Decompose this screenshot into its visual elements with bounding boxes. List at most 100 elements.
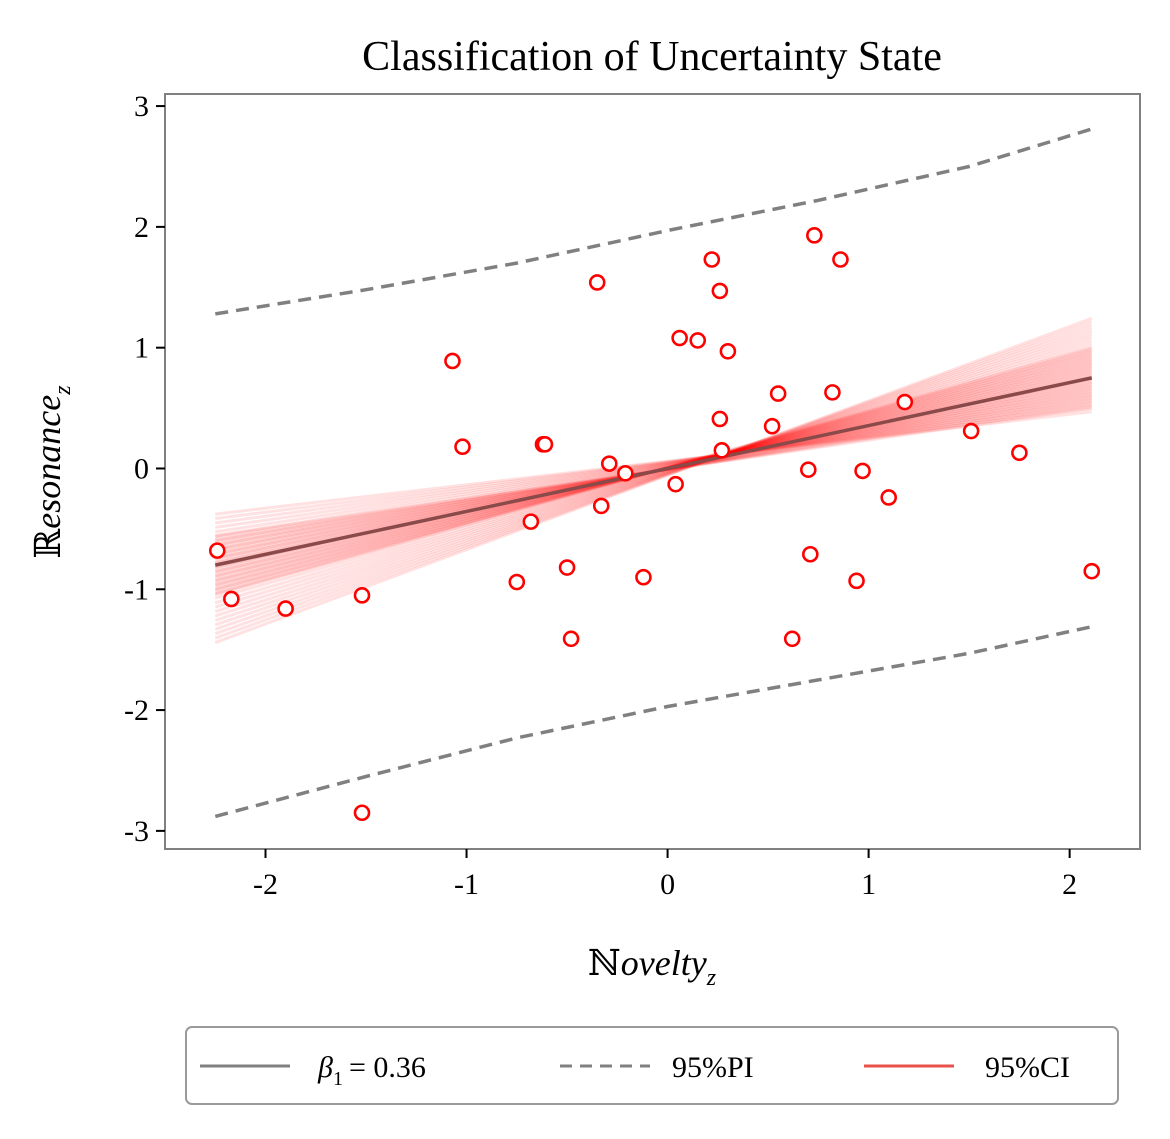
x-axis-ticks: -2 -1 0 1 2 — [253, 849, 1077, 901]
data-point — [896, 393, 914, 411]
x-axis-label: ℕoveltyz — [588, 943, 717, 991]
ci-sample-line — [214, 342, 1093, 609]
regression-line — [214, 376, 1093, 567]
prediction-interval — [214, 127, 1093, 819]
x-tick-label: 1 — [861, 868, 876, 901]
ci-sample-line — [214, 329, 1093, 627]
y-tick-label: 2 — [134, 211, 149, 244]
data-point — [562, 630, 580, 648]
ci-sample-line — [215, 397, 1092, 534]
data-point — [799, 461, 817, 478]
y-axis-ticks: -3 -2 -1 0 1 2 3 — [124, 90, 165, 848]
ci-sample-line — [214, 384, 1093, 551]
data-point — [824, 384, 841, 401]
ci-sample-line — [215, 406, 1092, 520]
pi-lower-line — [214, 624, 1093, 819]
x-tick-label: 2 — [1062, 868, 1077, 901]
data-point — [454, 438, 471, 456]
data-point — [962, 422, 980, 440]
ci-sample-line — [214, 336, 1093, 618]
data-point — [558, 559, 576, 576]
scatter-points — [208, 227, 1101, 822]
data-point — [588, 274, 606, 291]
ci-sample-line — [215, 403, 1092, 525]
data-point — [522, 513, 540, 530]
ci-sample-line — [214, 339, 1093, 613]
data-point — [444, 352, 461, 370]
chart-title: Classification of Uncertainty State — [362, 34, 942, 80]
y-tick-label: -3 — [124, 815, 149, 848]
ci-sample-line — [214, 320, 1093, 640]
ci-sample-line — [214, 352, 1093, 596]
ci-sample-line — [215, 394, 1092, 538]
plot-frame — [164, 93, 1141, 850]
ci-band — [214, 316, 1093, 644]
data-point — [277, 600, 294, 617]
data-point — [208, 542, 226, 559]
y-tick-label: 3 — [134, 90, 149, 123]
data-point — [536, 436, 554, 453]
ci-sample-line — [214, 387, 1093, 547]
ci-sample-line — [214, 323, 1093, 636]
data-point — [711, 410, 729, 428]
legend-box — [185, 1026, 1119, 1105]
ci-sample-line — [214, 320, 1093, 640]
ci-sample-line — [214, 387, 1093, 547]
data-point — [711, 282, 729, 300]
data-point — [1011, 444, 1028, 462]
y-tick-label: 0 — [134, 452, 149, 485]
y-axis-label: ℝesonancez — [28, 385, 76, 559]
data-point — [592, 497, 610, 515]
ci-sample-line — [215, 400, 1092, 529]
x-tick-label: -1 — [454, 868, 479, 901]
ci-sample-line — [215, 397, 1092, 534]
data-point — [769, 385, 787, 402]
ci-sample-line — [214, 384, 1093, 551]
x-tick-label: -2 — [253, 868, 278, 901]
ci-sample-line — [215, 410, 1092, 516]
data-point — [353, 587, 371, 604]
data-point — [671, 329, 688, 347]
data-point — [806, 227, 823, 244]
data-point — [508, 573, 526, 591]
data-point — [854, 462, 871, 480]
data-point — [667, 475, 684, 493]
ci-sample-line — [214, 339, 1093, 613]
ci-sample-line — [215, 406, 1092, 520]
data-point — [719, 343, 737, 360]
data-point — [353, 804, 371, 822]
ci-sample-line — [214, 381, 1093, 556]
data-point — [802, 545, 819, 563]
ci-sample-line — [215, 410, 1092, 516]
legend-label-ci: 95%CI — [985, 1051, 1070, 1084]
legend-label-regression: β1 = 0.36 — [317, 1051, 426, 1090]
pi-upper-line — [215, 127, 1093, 316]
ci-sample-line — [214, 345, 1093, 605]
regression-line-group — [214, 376, 1093, 567]
ci-sample-line — [214, 336, 1093, 618]
ci-sample-line — [215, 394, 1092, 538]
data-point — [223, 590, 240, 608]
ci-sample-line — [214, 316, 1093, 644]
y-tick-label: 1 — [134, 332, 149, 365]
ci-sample-line — [214, 345, 1093, 605]
data-point — [832, 251, 849, 268]
ci-sample-line — [214, 349, 1093, 600]
data-point — [635, 568, 652, 586]
data-point — [763, 417, 781, 435]
data-point — [880, 489, 898, 506]
ci-sample-line — [214, 332, 1093, 622]
data-point — [600, 455, 618, 472]
ci-sample-line — [215, 390, 1093, 543]
data-point — [1083, 562, 1101, 580]
ci-sample-line — [214, 323, 1093, 636]
ci-sample-line — [215, 403, 1092, 525]
y-tick-label: -1 — [124, 573, 149, 606]
data-point — [689, 332, 707, 349]
ci-sample-line — [214, 326, 1093, 631]
ci-sample-line — [215, 390, 1093, 543]
ci-sample-line — [214, 332, 1093, 622]
data-point — [848, 572, 865, 590]
